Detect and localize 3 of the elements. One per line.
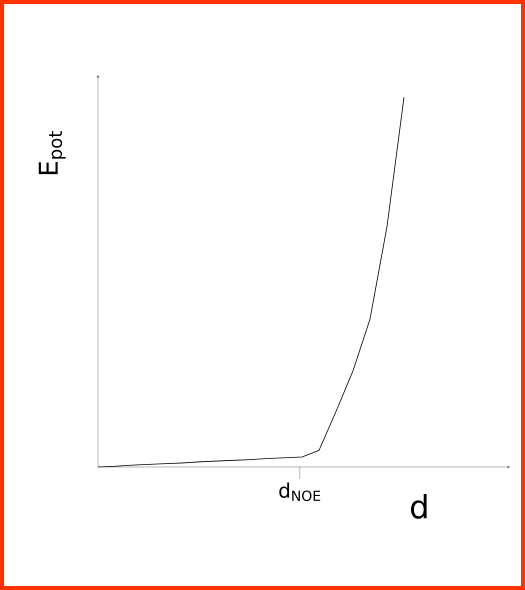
text: d$_{NOE}$ [279,482,320,502]
y-axis-title: E$_{pot}$ [38,131,66,174]
x-axis-title: d [411,494,427,519]
